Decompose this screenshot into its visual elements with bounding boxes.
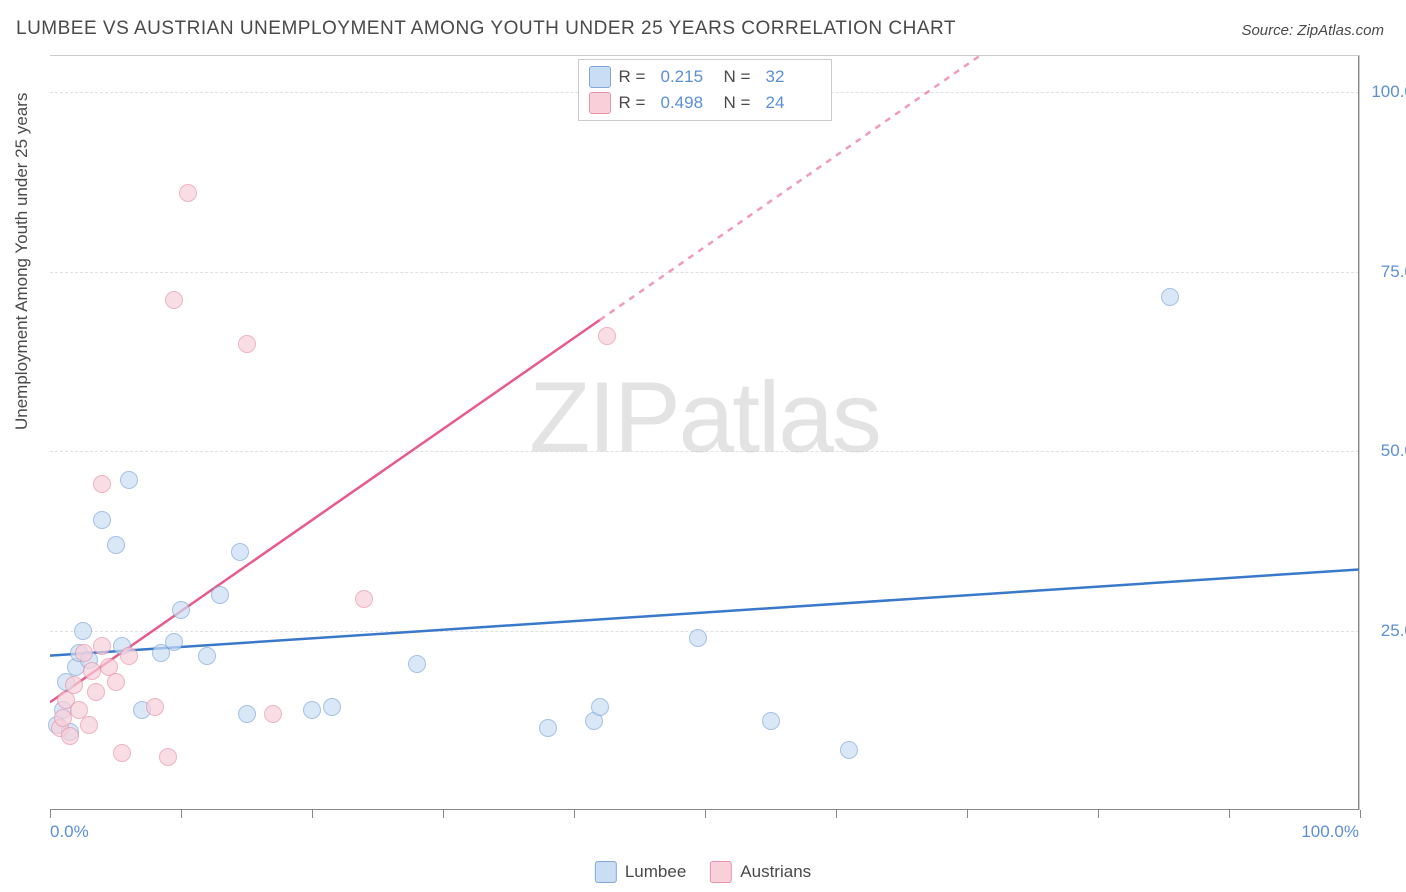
data-point [231,543,249,561]
x-tick [1360,810,1361,818]
lumbee-swatch-icon [595,861,617,883]
x-tick [1229,810,1230,818]
data-point [172,601,190,619]
data-point [120,471,138,489]
data-point [323,698,341,716]
data-point [113,744,131,762]
data-point [840,741,858,759]
data-point [87,683,105,701]
gridline [50,272,1359,273]
data-point [74,622,92,640]
r-label: R = [619,93,653,113]
austrians-swatch-icon [589,92,611,114]
n-label: N = [724,93,758,113]
data-point [689,629,707,647]
data-point [303,701,321,719]
r-value-austrians: 0.498 [661,93,716,113]
chart-plot-area: ZIPatlas R = 0.215 N = 32 R = 0.498 N = … [50,55,1360,810]
correlation-legend: R = 0.215 N = 32 R = 0.498 N = 24 [578,59,832,121]
x-tick [836,810,837,818]
n-value-austrians: 24 [766,93,821,113]
legend-row-lumbee: R = 0.215 N = 32 [589,64,821,90]
x-tick [574,810,575,818]
data-point [80,716,98,734]
y-tick-label: 25.0% [1369,621,1406,641]
data-point [93,637,111,655]
data-point [93,475,111,493]
data-point [179,184,197,202]
x-tick [181,810,182,818]
data-point [238,335,256,353]
n-label: N = [724,67,758,87]
legend-label-lumbee: Lumbee [625,862,686,882]
watermark-text: ZIPatlas [529,360,880,475]
data-point [1161,288,1179,306]
x-tick [312,810,313,818]
data-point [65,676,83,694]
data-point [211,586,229,604]
legend-label-austrians: Austrians [740,862,811,882]
x-tick [50,810,51,818]
data-point [107,673,125,691]
data-point [61,727,79,745]
x-tick-label: 100.0% [1301,822,1359,842]
data-point [539,719,557,737]
data-point [83,662,101,680]
watermark-thin: atlas [679,361,880,473]
series-legend: Lumbee Austrians [595,861,811,883]
chart-title: LUMBEE VS AUSTRIAN UNEMPLOYMENT AMONG YO… [16,18,956,40]
data-point [598,327,616,345]
watermark-bold: ZIP [529,361,679,473]
x-tick [705,810,706,818]
data-point [165,633,183,651]
data-point [355,590,373,608]
data-point [146,698,164,716]
data-point [762,712,780,730]
r-value-lumbee: 0.215 [661,67,716,87]
y-tick-label: 75.0% [1369,262,1406,282]
y-tick-label: 50.0% [1369,441,1406,461]
y-tick-label: 100.0% [1369,82,1406,102]
y-axis-right [1358,56,1359,810]
data-point [165,291,183,309]
x-tick [1098,810,1099,818]
data-point [408,655,426,673]
x-tick [967,810,968,818]
source-attribution: Source: ZipAtlas.com [1241,22,1384,39]
austrians-swatch-icon [710,861,732,883]
data-point [591,698,609,716]
y-axis-title: Unemployment Among Youth under 25 years [12,93,32,430]
data-point [159,748,177,766]
data-point [75,644,93,662]
n-value-lumbee: 32 [766,67,821,87]
lumbee-swatch-icon [589,66,611,88]
data-point [238,705,256,723]
x-tick-label: 0.0% [50,822,89,842]
legend-item-austrians: Austrians [710,861,811,883]
data-point [120,647,138,665]
r-label: R = [619,67,653,87]
data-point [264,705,282,723]
data-point [93,511,111,529]
x-tick [443,810,444,818]
legend-row-austrians: R = 0.498 N = 24 [589,90,821,116]
legend-item-lumbee: Lumbee [595,861,686,883]
data-point [198,647,216,665]
data-point [107,536,125,554]
